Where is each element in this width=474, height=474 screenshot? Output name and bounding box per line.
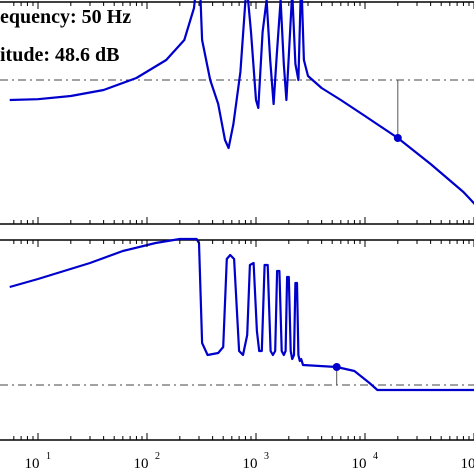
x-tick-label-exponent: 2 [155,451,160,462]
amplitude-annotation: itude: 48.6 dB [0,44,120,66]
x-tick-label: 10 [134,456,149,472]
magnitude-series-line-0 [9,0,474,205]
phase-marker-point [332,363,341,371]
x-tick-label: 10 [25,456,40,472]
frequency-annotation: equency: 50 Hz [0,6,132,28]
magnitude-marker-point [393,134,402,142]
x-tick-label-exponent: 4 [373,451,378,462]
x-tick-label-exponent: 3 [264,451,269,462]
magnitude-axes-frame [0,1,474,225]
x-tick-label: 10 [352,456,367,472]
x-tick-label: 10 [461,456,474,472]
phase-axes-frame [0,239,474,441]
x-tick-label: 10 [243,456,258,472]
phase-series-line-0 [9,237,474,392]
x-tick-label-exponent: 1 [46,451,51,462]
